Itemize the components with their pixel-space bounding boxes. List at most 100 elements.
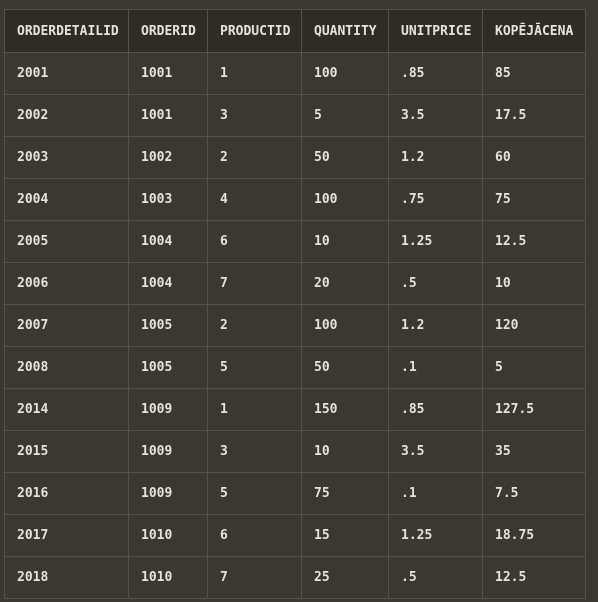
cell-quantity[interactable]: 15: [302, 515, 389, 557]
cell-orderid[interactable]: 1002: [129, 137, 208, 179]
cell-orderdetailid[interactable]: 2017: [5, 515, 129, 557]
cell-unitprice[interactable]: 3.5: [389, 95, 483, 137]
cell-productid[interactable]: 7: [208, 263, 302, 305]
cell-orderid[interactable]: 1004: [129, 221, 208, 263]
table-row[interactable]: 2004 1003 4 100.75 75: [5, 179, 586, 221]
table-row[interactable]: 2015 1009 3 10 3.5 35: [5, 431, 586, 473]
cell-quantity[interactable]: 10: [302, 221, 389, 263]
table-row[interactable]: 2017 1010 6 15 1.25 18.75: [5, 515, 586, 557]
cell-orderid[interactable]: 1009: [129, 389, 208, 431]
column-header-orderdetailid[interactable]: ORDERDETAILID: [5, 10, 129, 53]
cell-productid[interactable]: 2: [208, 137, 302, 179]
cell-kopejacena[interactable]: 17.5: [483, 95, 586, 137]
cell-unitprice[interactable]: 1.2: [389, 305, 483, 347]
cell-productid[interactable]: 4: [208, 179, 302, 221]
table-row[interactable]: 2008 1005 5 50.1 5: [5, 347, 586, 389]
cell-orderdetailid[interactable]: 2005: [5, 221, 129, 263]
cell-orderid[interactable]: 1009: [129, 431, 208, 473]
cell-orderdetailid[interactable]: 2003: [5, 137, 129, 179]
cell-kopejacena[interactable]: 12.5: [483, 557, 586, 599]
cell-kopejacena[interactable]: 120: [483, 305, 586, 347]
cell-kopejacena[interactable]: 7.5: [483, 473, 586, 515]
cell-orderdetailid[interactable]: 2007: [5, 305, 129, 347]
cell-quantity[interactable]: 75: [302, 473, 389, 515]
cell-kopejacena[interactable]: 127.5: [483, 389, 586, 431]
results-grid: ORDERDETAILID ORDERID PRODUCTID QUANTITY…: [4, 9, 585, 598]
cell-quantity[interactable]: 20: [302, 263, 389, 305]
table-row[interactable]: 2003 1002 2 50 1.2 60: [5, 137, 586, 179]
cell-orderid[interactable]: 1009: [129, 473, 208, 515]
cell-quantity[interactable]: 5: [302, 95, 389, 137]
cell-orderid[interactable]: 1004: [129, 263, 208, 305]
cell-kopejacena[interactable]: 60: [483, 137, 586, 179]
cell-orderdetailid[interactable]: 2008: [5, 347, 129, 389]
column-header-orderid[interactable]: ORDERID: [129, 10, 208, 53]
cell-quantity[interactable]: 100: [302, 179, 389, 221]
cell-orderid[interactable]: 1001: [129, 53, 208, 95]
cell-orderdetailid[interactable]: 2015: [5, 431, 129, 473]
table-row[interactable]: 2018 1010 7 25.5 12.5: [5, 557, 586, 599]
cell-unitprice[interactable]: 1.25: [389, 221, 483, 263]
cell-productid[interactable]: 5: [208, 473, 302, 515]
cell-quantity[interactable]: 10: [302, 431, 389, 473]
cell-kopejacena[interactable]: 75: [483, 179, 586, 221]
cell-orderdetailid[interactable]: 2002: [5, 95, 129, 137]
table-row[interactable]: 2014 1009 1 150.85 127.5: [5, 389, 586, 431]
column-header-unitprice[interactable]: UNITPRICE: [389, 10, 483, 53]
cell-unitprice[interactable]: .5: [389, 557, 483, 599]
cell-productid[interactable]: 7: [208, 557, 302, 599]
cell-productid[interactable]: 1: [208, 53, 302, 95]
cell-orderid[interactable]: 1010: [129, 515, 208, 557]
cell-productid[interactable]: 6: [208, 221, 302, 263]
cell-orderid[interactable]: 1001: [129, 95, 208, 137]
cell-kopejacena[interactable]: 35: [483, 431, 586, 473]
table-row[interactable]: 2016 1009 5 75.1 7.5: [5, 473, 586, 515]
results-table: ORDERDETAILID ORDERID PRODUCTID QUANTITY…: [4, 9, 586, 599]
cell-unitprice[interactable]: .5: [389, 263, 483, 305]
cell-kopejacena[interactable]: 18.75: [483, 515, 586, 557]
cell-orderid[interactable]: 1010: [129, 557, 208, 599]
table-row[interactable]: 2006 1004 7 20.5 10: [5, 263, 586, 305]
cell-unitprice[interactable]: 1.2: [389, 137, 483, 179]
cell-productid[interactable]: 3: [208, 95, 302, 137]
cell-orderdetailid[interactable]: 2004: [5, 179, 129, 221]
cell-unitprice[interactable]: .1: [389, 347, 483, 389]
cell-kopejacena[interactable]: 85: [483, 53, 586, 95]
cell-unitprice[interactable]: .75: [389, 179, 483, 221]
cell-orderdetailid[interactable]: 2016: [5, 473, 129, 515]
cell-kopejacena[interactable]: 12.5: [483, 221, 586, 263]
cell-unitprice[interactable]: 1.25: [389, 515, 483, 557]
table-header: ORDERDETAILID ORDERID PRODUCTID QUANTITY…: [5, 10, 586, 53]
cell-unitprice[interactable]: .85: [389, 389, 483, 431]
cell-quantity[interactable]: 50: [302, 137, 389, 179]
cell-quantity[interactable]: 150: [302, 389, 389, 431]
cell-productid[interactable]: 2: [208, 305, 302, 347]
cell-orderdetailid[interactable]: 2001: [5, 53, 129, 95]
table-row[interactable]: 2005 1004 6 10 1.25 12.5: [5, 221, 586, 263]
cell-orderdetailid[interactable]: 2018: [5, 557, 129, 599]
column-header-productid[interactable]: PRODUCTID: [208, 10, 302, 53]
cell-unitprice[interactable]: .85: [389, 53, 483, 95]
cell-orderid[interactable]: 1003: [129, 179, 208, 221]
cell-productid[interactable]: 6: [208, 515, 302, 557]
column-header-kopejacena[interactable]: KOPĒJĀCENA: [483, 10, 586, 53]
cell-kopejacena[interactable]: 5: [483, 347, 586, 389]
cell-unitprice[interactable]: 3.5: [389, 431, 483, 473]
column-header-quantity[interactable]: QUANTITY: [302, 10, 389, 53]
cell-quantity[interactable]: 25: [302, 557, 389, 599]
cell-productid[interactable]: 1: [208, 389, 302, 431]
cell-orderdetailid[interactable]: 2014: [5, 389, 129, 431]
cell-quantity[interactable]: 50: [302, 347, 389, 389]
cell-orderdetailid[interactable]: 2006: [5, 263, 129, 305]
cell-productid[interactable]: 5: [208, 347, 302, 389]
cell-productid[interactable]: 3: [208, 431, 302, 473]
cell-orderid[interactable]: 1005: [129, 305, 208, 347]
cell-orderid[interactable]: 1005: [129, 347, 208, 389]
table-row[interactable]: 2001 1001 1 100.85 85: [5, 53, 586, 95]
table-row[interactable]: 2007 1005 2 100 1.2 120: [5, 305, 586, 347]
cell-quantity[interactable]: 100: [302, 53, 389, 95]
cell-unitprice[interactable]: .1: [389, 473, 483, 515]
cell-kopejacena[interactable]: 10: [483, 263, 586, 305]
cell-quantity[interactable]: 100: [302, 305, 389, 347]
table-row[interactable]: 2002 1001 3 5 3.5 17.5: [5, 95, 586, 137]
